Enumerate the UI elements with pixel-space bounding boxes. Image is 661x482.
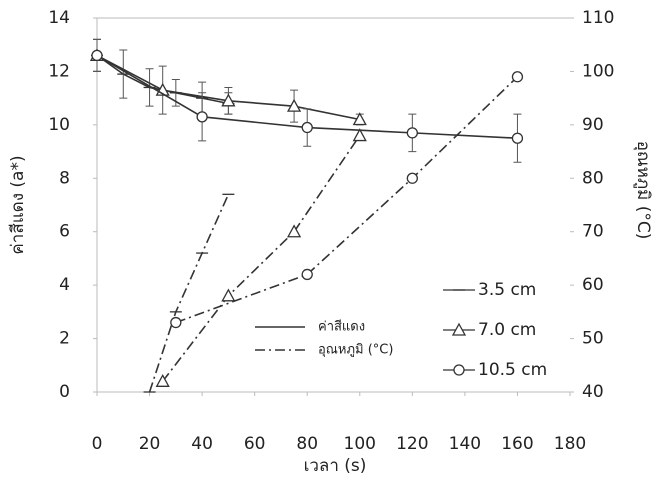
marker-triangle — [222, 290, 234, 301]
y2-tick-label: 110 — [582, 8, 614, 28]
x-axis-label: เวลา (s) — [304, 456, 367, 476]
marker-circle — [92, 50, 102, 60]
x-tick-label: 180 — [554, 434, 586, 454]
y-tick-label: 8 — [59, 168, 70, 188]
x-tick-label: 120 — [396, 434, 428, 454]
marker-circle — [171, 318, 181, 328]
y-tick-label: 14 — [48, 8, 70, 28]
x-tick-label: 60 — [244, 434, 266, 454]
legend-label: 7.0 cm — [478, 320, 536, 340]
series-line — [150, 194, 229, 392]
marker-circle — [512, 133, 522, 143]
x-tick-label: 40 — [191, 434, 213, 454]
y-axis-label: ค่าสีแดง (a*) — [8, 155, 28, 254]
marker-circle — [407, 173, 417, 183]
y2-tick-label: 50 — [582, 329, 604, 349]
x-tick-label: 0 — [92, 434, 103, 454]
legend-label: ค่าสีแดง — [318, 319, 365, 335]
x-tick-label: 80 — [296, 434, 318, 454]
marker-circle — [302, 123, 312, 133]
legend-label: อุณหภูมิ (°C) — [318, 343, 393, 358]
y2-tick-label: 80 — [582, 168, 604, 188]
y-tick-label: 2 — [59, 329, 70, 349]
x-tick-label: 100 — [344, 434, 376, 454]
y2-axis-label: อุณหภูมิ (°C) — [633, 141, 653, 240]
marker-circle — [512, 72, 522, 82]
legend-marker — [454, 365, 464, 375]
marker-circle — [197, 112, 207, 122]
y-tick-label: 12 — [48, 61, 70, 81]
y2-tick-label: 60 — [582, 275, 604, 295]
y-tick-label: 6 — [59, 222, 70, 242]
y2-tick-label: 100 — [582, 61, 614, 81]
y-tick-label: 0 — [59, 382, 70, 402]
x-tick-label: 160 — [501, 434, 533, 454]
legend-label: 3.5 cm — [478, 280, 536, 300]
y2-tick-label: 70 — [582, 222, 604, 242]
x-tick-label: 20 — [139, 434, 161, 454]
marker-circle — [407, 128, 417, 138]
x-tick-label: 140 — [449, 434, 481, 454]
y-tick-label: 10 — [48, 115, 70, 135]
series-line — [176, 77, 518, 323]
marker-triangle — [288, 226, 300, 237]
y2-tick-label: 90 — [582, 115, 604, 135]
y2-tick-label: 40 — [582, 382, 604, 402]
marker-circle — [302, 269, 312, 279]
chart: เวลา (s) ค่าสีแดง (a*) อุณหภูมิ (°C) 020… — [0, 0, 661, 482]
y-tick-label: 4 — [59, 275, 70, 295]
legend-label: 10.5 cm — [478, 360, 547, 380]
